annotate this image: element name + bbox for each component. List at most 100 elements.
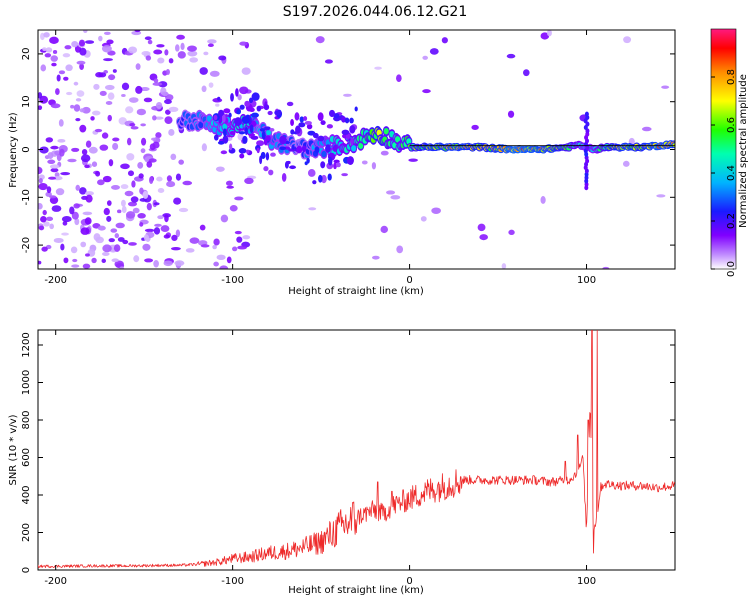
heatmap-cell <box>259 128 266 132</box>
heatmap-cell <box>203 51 209 56</box>
heatmap-cell <box>142 190 149 199</box>
heatmap-cell <box>75 117 81 122</box>
heatmap-cell <box>75 184 81 191</box>
heatmap-cell <box>140 148 146 154</box>
heatmap-cell <box>185 248 195 253</box>
heatmap-cell <box>187 50 198 57</box>
snr-y-label: SNR (10 * v/v) <box>8 414 19 485</box>
heatmap-cell <box>85 191 94 196</box>
heatmap-cell <box>47 152 54 159</box>
heatmap-cell <box>232 246 238 252</box>
heatmap-cell <box>294 112 300 121</box>
heatmap-cell <box>408 158 418 162</box>
heatmap-cell <box>213 238 220 246</box>
heatmap-cell <box>136 108 147 116</box>
heatmap-cell <box>115 222 125 229</box>
heatmap-cell <box>177 51 186 59</box>
heatmap-cell <box>49 164 60 169</box>
heatmap-cell <box>239 86 249 95</box>
heatmap-cell <box>137 213 146 219</box>
heatmap-cell <box>72 258 78 263</box>
heatmap-cell <box>106 215 112 222</box>
heatmap-cell <box>341 129 350 135</box>
heatmap-cell <box>156 44 165 48</box>
heatmap-cell <box>143 97 153 103</box>
heatmap-cell <box>91 257 97 264</box>
heatmap-cell <box>163 260 173 267</box>
heatmap-cell <box>341 116 347 123</box>
heatmap-cell <box>220 150 228 155</box>
heatmap-cell <box>164 214 169 223</box>
heatmap-cell <box>226 122 232 127</box>
heatmap-cell <box>153 202 160 206</box>
heatmap-cell <box>119 266 125 269</box>
heatmap-cell <box>71 264 80 268</box>
heatmap-cell <box>304 120 312 125</box>
heatmap-cell <box>73 203 80 209</box>
heatmap-cell <box>320 120 326 126</box>
heatmap-cell <box>312 180 317 185</box>
heatmap-cell <box>46 186 52 194</box>
heatmap-cell <box>327 173 332 181</box>
heatmap-cell <box>226 256 232 264</box>
heatmap-cell <box>218 109 225 118</box>
heatmap-cell <box>286 160 291 165</box>
heatmap-cell <box>506 53 516 59</box>
heatmap-cell <box>106 39 114 45</box>
heatmap-cell <box>59 148 65 157</box>
heatmap-cell <box>49 195 57 199</box>
heatmap-cell <box>244 126 248 136</box>
heatmap-cell <box>260 151 266 160</box>
heatmap-cell <box>38 177 43 184</box>
snr-y-tick-label: 1000 <box>21 370 32 395</box>
heatmap-cell <box>175 229 181 238</box>
heatmap-cell <box>308 207 317 211</box>
snr-x-label: Height of straight line (km) <box>288 585 424 596</box>
heatmap-cell <box>249 133 256 137</box>
heatmap-cell <box>304 161 308 166</box>
heatmap-cell <box>110 228 118 233</box>
heatmap-cell <box>124 190 134 197</box>
heatmap-cell <box>155 132 162 139</box>
heatmap-cell <box>108 159 114 167</box>
heatmap-cell <box>268 169 274 176</box>
heatmap-cell <box>350 137 354 146</box>
heatmap-cell <box>222 114 226 123</box>
heatmap-y-tick-label: -20 <box>21 237 32 253</box>
heatmap-cell <box>73 104 81 112</box>
heatmap-cell <box>540 32 550 40</box>
snr-x-tick-label: -200 <box>44 576 67 587</box>
heatmap-cell <box>406 138 412 145</box>
heatmap-cell <box>157 187 165 194</box>
heatmap-cell <box>50 145 59 150</box>
heatmap-cell <box>137 162 144 169</box>
heatmap-cell <box>244 177 254 185</box>
heatmap-cell <box>256 140 265 147</box>
heatmap-cell <box>326 124 333 129</box>
heatmap-cell <box>55 188 65 196</box>
heatmap-cell <box>422 89 431 94</box>
snr-series-line <box>38 330 675 568</box>
heatmap-cell <box>66 91 73 96</box>
heatmap-cell <box>51 62 57 67</box>
heatmap-cell <box>290 118 294 127</box>
heatmap-cell <box>324 59 333 64</box>
heatmap-cell <box>229 130 236 136</box>
heatmap-x-tick-label: -200 <box>44 275 67 286</box>
heatmap-cell <box>61 216 72 223</box>
heatmap-cell <box>215 166 225 172</box>
heatmap-cell <box>189 237 200 244</box>
heatmap-cell <box>125 211 136 219</box>
heatmap-cell <box>341 173 348 177</box>
heatmap-cell <box>112 69 117 73</box>
heatmap-cell <box>168 106 179 113</box>
heatmap-cell <box>540 196 546 204</box>
heatmap-cell <box>298 122 306 128</box>
heatmap-cell <box>215 103 220 107</box>
heatmap-cell <box>171 234 178 241</box>
heatmap-cell <box>79 47 87 56</box>
heatmap-cell <box>95 170 101 177</box>
heatmap-cell <box>76 60 86 65</box>
heatmap-cell <box>343 93 352 97</box>
heatmap-cell <box>281 172 287 182</box>
